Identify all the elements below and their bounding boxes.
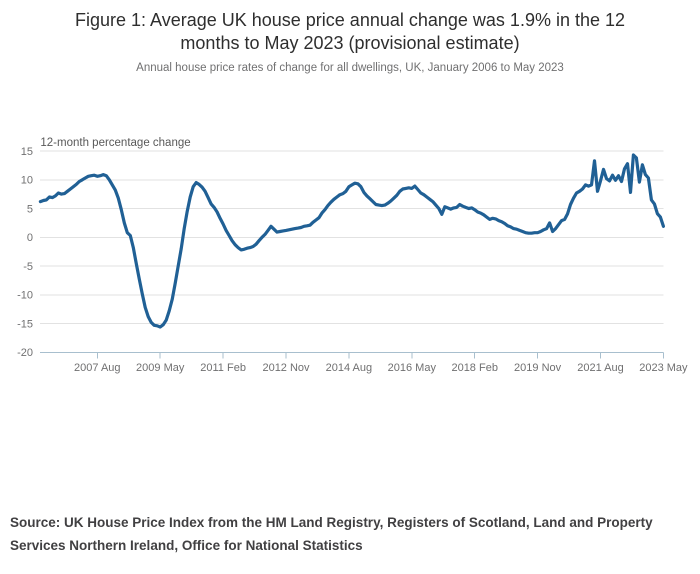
series-line: [38, 153, 665, 329]
y-tick-label: -10: [17, 290, 33, 302]
source-note: Source: UK House Price Index from the HM…: [10, 515, 653, 553]
y-tick-label: -15: [17, 318, 33, 330]
x-tick-label: 2009 May: [136, 362, 185, 374]
y-tick-label: 5: [27, 203, 33, 215]
x-tick-label: 2021 Aug: [577, 362, 624, 374]
y-tick-label: 10: [21, 175, 33, 187]
page-title: Figure 1: Average UK house price annual …: [74, 10, 626, 53]
x-tick-label: 2019 Nov: [514, 362, 562, 374]
y-tick-label: -20: [17, 347, 33, 359]
x-tick-label: 2012 Nov: [262, 362, 310, 374]
page-subtitle: Annual house price rates of change for a…: [136, 62, 564, 74]
x-tick-label: 2018 Feb: [451, 362, 497, 374]
y-tick-label: 0: [27, 232, 33, 244]
y-tick-label: 15: [21, 146, 33, 158]
x-tick-label: 2014 Aug: [326, 362, 373, 374]
y-axis-title: 12-month percentage change: [40, 137, 190, 149]
x-tick-label: 2011 Feb: [200, 362, 246, 374]
x-tick-label: 2023 May: [639, 362, 688, 374]
line-chart: 15 10 5 0 -5 -10 -15 -20 2007 Aug 2009 May 2011 Fe…: [17, 137, 688, 374]
x-tick-label: 2016 May: [388, 362, 437, 374]
x-tick-label: 2007 Aug: [74, 362, 121, 374]
y-tick-label: -5: [23, 261, 33, 273]
